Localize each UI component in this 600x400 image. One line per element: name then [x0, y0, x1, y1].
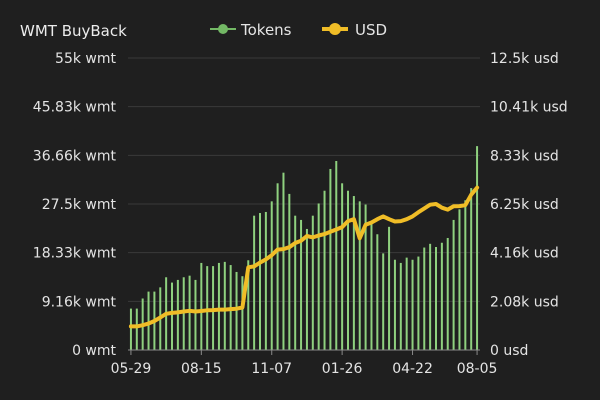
y-right-tick-label: 12.5k usd — [490, 51, 559, 67]
x-tick-label: 08-15 — [181, 361, 222, 377]
y-right-tick-label: 4.16k usd — [490, 246, 559, 262]
tokens-bar — [358, 201, 361, 350]
usd-line — [128, 185, 480, 329]
legend-tokens-swatch-dot — [218, 24, 228, 34]
y-left-tick-label: 45.83k wmt — [33, 100, 117, 116]
tokens-bar — [171, 282, 173, 350]
tokens-bar — [217, 262, 220, 350]
tokens-bar — [247, 260, 250, 350]
tokens-bar — [129, 308, 132, 350]
tokens-bar — [458, 209, 461, 350]
x-tick-label: 08-05 — [457, 361, 498, 377]
tokens-bar — [411, 259, 414, 350]
tokens-bar — [223, 261, 226, 350]
tokens-bar — [476, 146, 479, 350]
tokens-bar — [464, 200, 467, 350]
tokens-bar — [399, 262, 402, 350]
tokens-bar — [364, 204, 367, 350]
legend-item-tokens[interactable]: Tokens — [210, 21, 292, 39]
y-left-tick-label: 55k wmt — [55, 51, 116, 67]
tokens-bar — [370, 220, 373, 350]
x-tick-label: 11-07 — [251, 361, 292, 377]
tokens-bar — [200, 262, 203, 350]
x-tick-label: 01-26 — [322, 361, 363, 377]
legend-usd-swatch-dot — [329, 23, 341, 35]
tokens-bar — [341, 183, 344, 350]
tokens-bar — [241, 276, 244, 350]
tokens-bar — [382, 253, 385, 350]
tokens-bar — [440, 242, 443, 350]
x-tick-label: 04-22 — [392, 361, 433, 377]
tokens-bar — [300, 219, 303, 350]
tokens-bar — [182, 277, 185, 350]
y-right-tick-label: 2.08k usd — [490, 294, 559, 310]
tokens-bar — [288, 193, 291, 350]
y-left-tick-label: 0 wmt — [72, 343, 116, 359]
tokens-bar — [417, 256, 420, 350]
tokens-bar — [305, 228, 308, 350]
tokens-bar — [470, 188, 473, 350]
tokens-bar — [147, 291, 150, 350]
legend-label-tokens: Tokens — [240, 21, 292, 39]
y-left-tick-label: 18.33k wmt — [33, 246, 117, 262]
y-left-tick-label: 9.16k wmt — [42, 294, 117, 310]
tokens-bar — [276, 183, 279, 350]
tokens-bar — [393, 259, 396, 350]
chart-title: WMT BuyBack — [20, 22, 127, 40]
tokens-bar — [212, 266, 215, 350]
tokens-bar — [435, 247, 437, 350]
usd-series — [128, 185, 480, 329]
tokens-bar — [352, 196, 355, 350]
tokens-bar — [176, 279, 179, 350]
tokens-bar — [335, 160, 338, 350]
x-tick-label: 05-29 — [111, 361, 152, 377]
grid — [128, 57, 480, 302]
tokens-bar — [294, 215, 297, 350]
tokens-bar — [429, 243, 432, 350]
y-left-tick-label: 27.5k wmt — [42, 197, 117, 213]
tokens-bar — [235, 271, 238, 350]
y-axis-left: 0 wmt 9.16k wmt 18.33k wmt 27.5k wmt 36.66k … — [33, 51, 117, 359]
y-left-tick-label: 36.66k wmt — [33, 148, 117, 164]
tokens-bar — [323, 190, 326, 350]
y-right-tick-label: 0 usd — [490, 343, 528, 359]
x-axis: 05-29 08-15 11-07 01-26 04-22 08-05 — [111, 349, 498, 377]
legend-label-usd: USD — [355, 21, 387, 39]
tokens-bar — [135, 308, 138, 350]
tokens-bar — [446, 237, 449, 350]
tokens-bar — [452, 219, 455, 350]
legend-item-usd[interactable]: USD — [322, 21, 387, 39]
tokens-bar — [388, 226, 391, 350]
tokens-bar — [317, 203, 320, 350]
tokens-bar — [253, 215, 256, 350]
tokens-bar — [347, 190, 349, 350]
y-right-tick-label: 8.33k usd — [490, 148, 559, 164]
y-axis-right: 0 usd 2.08k usd 4.16k usd 6.25k usd 8.33k us… — [490, 51, 568, 359]
tokens-bar — [423, 247, 426, 350]
tokens-bar — [270, 201, 273, 350]
tokens-bar — [329, 168, 332, 350]
tokens-bars — [129, 146, 479, 350]
legend[interactable]: Tokens USD — [210, 21, 387, 39]
tokens-bar — [405, 257, 408, 350]
tokens-bar — [311, 215, 314, 350]
tokens-bar — [188, 275, 191, 350]
tokens-bar — [282, 172, 285, 350]
tokens-bar — [206, 266, 209, 350]
tokens-bar — [264, 211, 267, 350]
tokens-bar — [376, 234, 379, 350]
y-right-tick-label: 6.25k usd — [490, 197, 559, 213]
y-right-tick-label: 10.41k usd — [490, 100, 568, 116]
tokens-bar — [259, 213, 261, 350]
tokens-bar — [194, 279, 197, 350]
